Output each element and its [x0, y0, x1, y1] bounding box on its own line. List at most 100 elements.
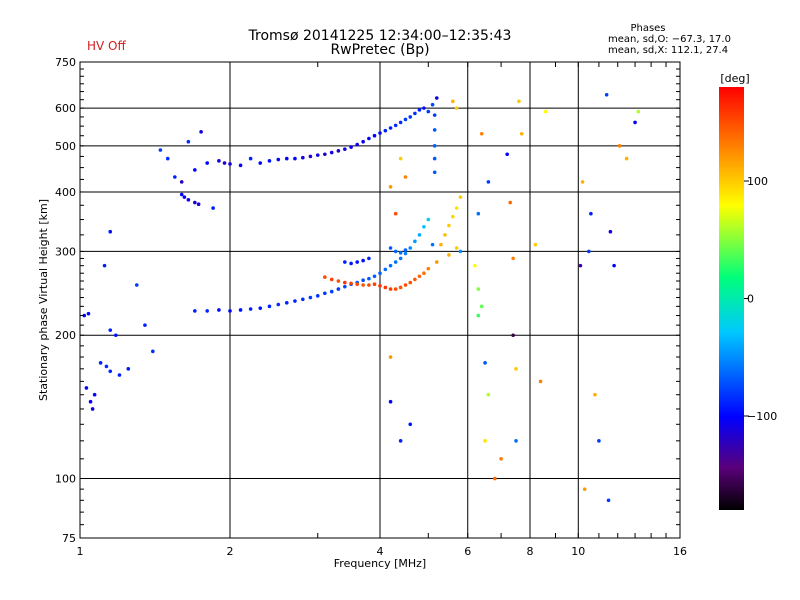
data-point	[417, 108, 422, 112]
data-point	[293, 299, 297, 303]
data-point	[336, 287, 341, 291]
data-point	[193, 200, 197, 205]
data-point	[90, 407, 95, 411]
data-point	[451, 214, 455, 219]
data-point	[258, 306, 263, 310]
data-point	[458, 249, 463, 254]
data-point	[604, 92, 609, 97]
data-point	[126, 367, 131, 371]
data-point	[361, 139, 365, 144]
data-point	[393, 249, 398, 254]
data-point	[179, 180, 184, 184]
data-point	[84, 386, 89, 390]
data-point	[329, 289, 334, 294]
data-point	[483, 361, 487, 365]
data-point	[165, 156, 170, 161]
data-point	[408, 422, 413, 427]
data-point	[355, 282, 359, 287]
colorbar-tick-label: 100	[747, 175, 768, 188]
data-point	[543, 109, 548, 114]
colorbar	[719, 87, 744, 510]
x-tick-label: 6	[464, 545, 471, 558]
data-points	[82, 92, 641, 503]
data-point	[426, 217, 431, 222]
data-point	[196, 202, 201, 206]
data-point	[182, 195, 187, 199]
data-point	[447, 223, 451, 228]
data-point	[315, 153, 320, 157]
data-point	[308, 295, 313, 300]
data-point	[476, 211, 481, 216]
data-point	[343, 284, 347, 289]
data-point	[383, 128, 388, 133]
axis-ticks: 1 2 4 6 8 10 16 75 100 200 300 400 500 600 750	[55, 56, 687, 558]
data-point	[82, 313, 87, 318]
data-point	[589, 211, 593, 216]
data-point	[517, 99, 521, 104]
data-point	[430, 242, 435, 247]
data-point	[432, 144, 437, 148]
data-point	[388, 126, 393, 130]
data-point	[323, 291, 327, 296]
data-point	[617, 144, 622, 148]
data-point	[108, 328, 113, 332]
data-point	[413, 111, 417, 116]
data-point	[336, 149, 341, 153]
data-point	[199, 130, 203, 134]
data-point	[217, 308, 221, 312]
data-point	[434, 260, 439, 264]
grid-lines	[80, 62, 680, 538]
data-point	[582, 487, 587, 491]
data-point	[134, 283, 139, 287]
data-point	[193, 168, 197, 172]
data-point	[104, 364, 109, 369]
data-point	[454, 206, 459, 210]
data-point	[422, 224, 426, 229]
data-point	[248, 156, 253, 161]
y-tick-label: 300	[55, 245, 76, 258]
y-tick-label: 600	[55, 102, 76, 115]
x-axis-label: Frequency [MHz]	[334, 557, 426, 570]
data-point	[143, 323, 147, 327]
data-point	[367, 136, 371, 141]
data-point	[186, 139, 191, 144]
data-point	[426, 109, 431, 114]
data-point	[222, 161, 227, 165]
data-point	[606, 498, 611, 503]
data-point	[383, 267, 388, 272]
data-point	[486, 392, 491, 397]
data-point	[403, 175, 408, 179]
data-point	[417, 233, 422, 237]
x-tick-label: 16	[673, 545, 687, 558]
data-point	[378, 271, 382, 276]
data-point	[248, 307, 253, 311]
data-point	[378, 284, 382, 288]
data-point	[173, 175, 177, 179]
data-point	[151, 349, 155, 354]
data-point	[349, 145, 353, 149]
data-point	[388, 185, 393, 189]
y-tick-label: 100	[55, 473, 76, 486]
data-point	[372, 282, 377, 287]
phases-x-stats: mean, sd,X: 112.1, 27.4	[608, 45, 728, 56]
data-point	[238, 308, 243, 312]
data-point	[578, 263, 583, 268]
data-point	[432, 113, 437, 117]
colorbar-tick-label: −100	[747, 410, 777, 423]
data-point	[267, 159, 272, 163]
data-point	[422, 106, 426, 110]
data-point	[408, 280, 413, 285]
data-point	[430, 102, 435, 107]
data-point	[505, 152, 509, 157]
data-point	[267, 304, 272, 309]
data-point	[432, 170, 437, 175]
data-point	[398, 285, 403, 290]
colorbar-tick-label: 0	[747, 293, 754, 306]
data-point	[422, 271, 426, 276]
data-point	[88, 399, 93, 404]
data-point	[361, 283, 365, 287]
x-tick-label: 2	[227, 545, 234, 558]
colorbar-unit: [deg]	[720, 72, 749, 85]
data-point	[108, 229, 113, 234]
data-point	[413, 239, 417, 244]
